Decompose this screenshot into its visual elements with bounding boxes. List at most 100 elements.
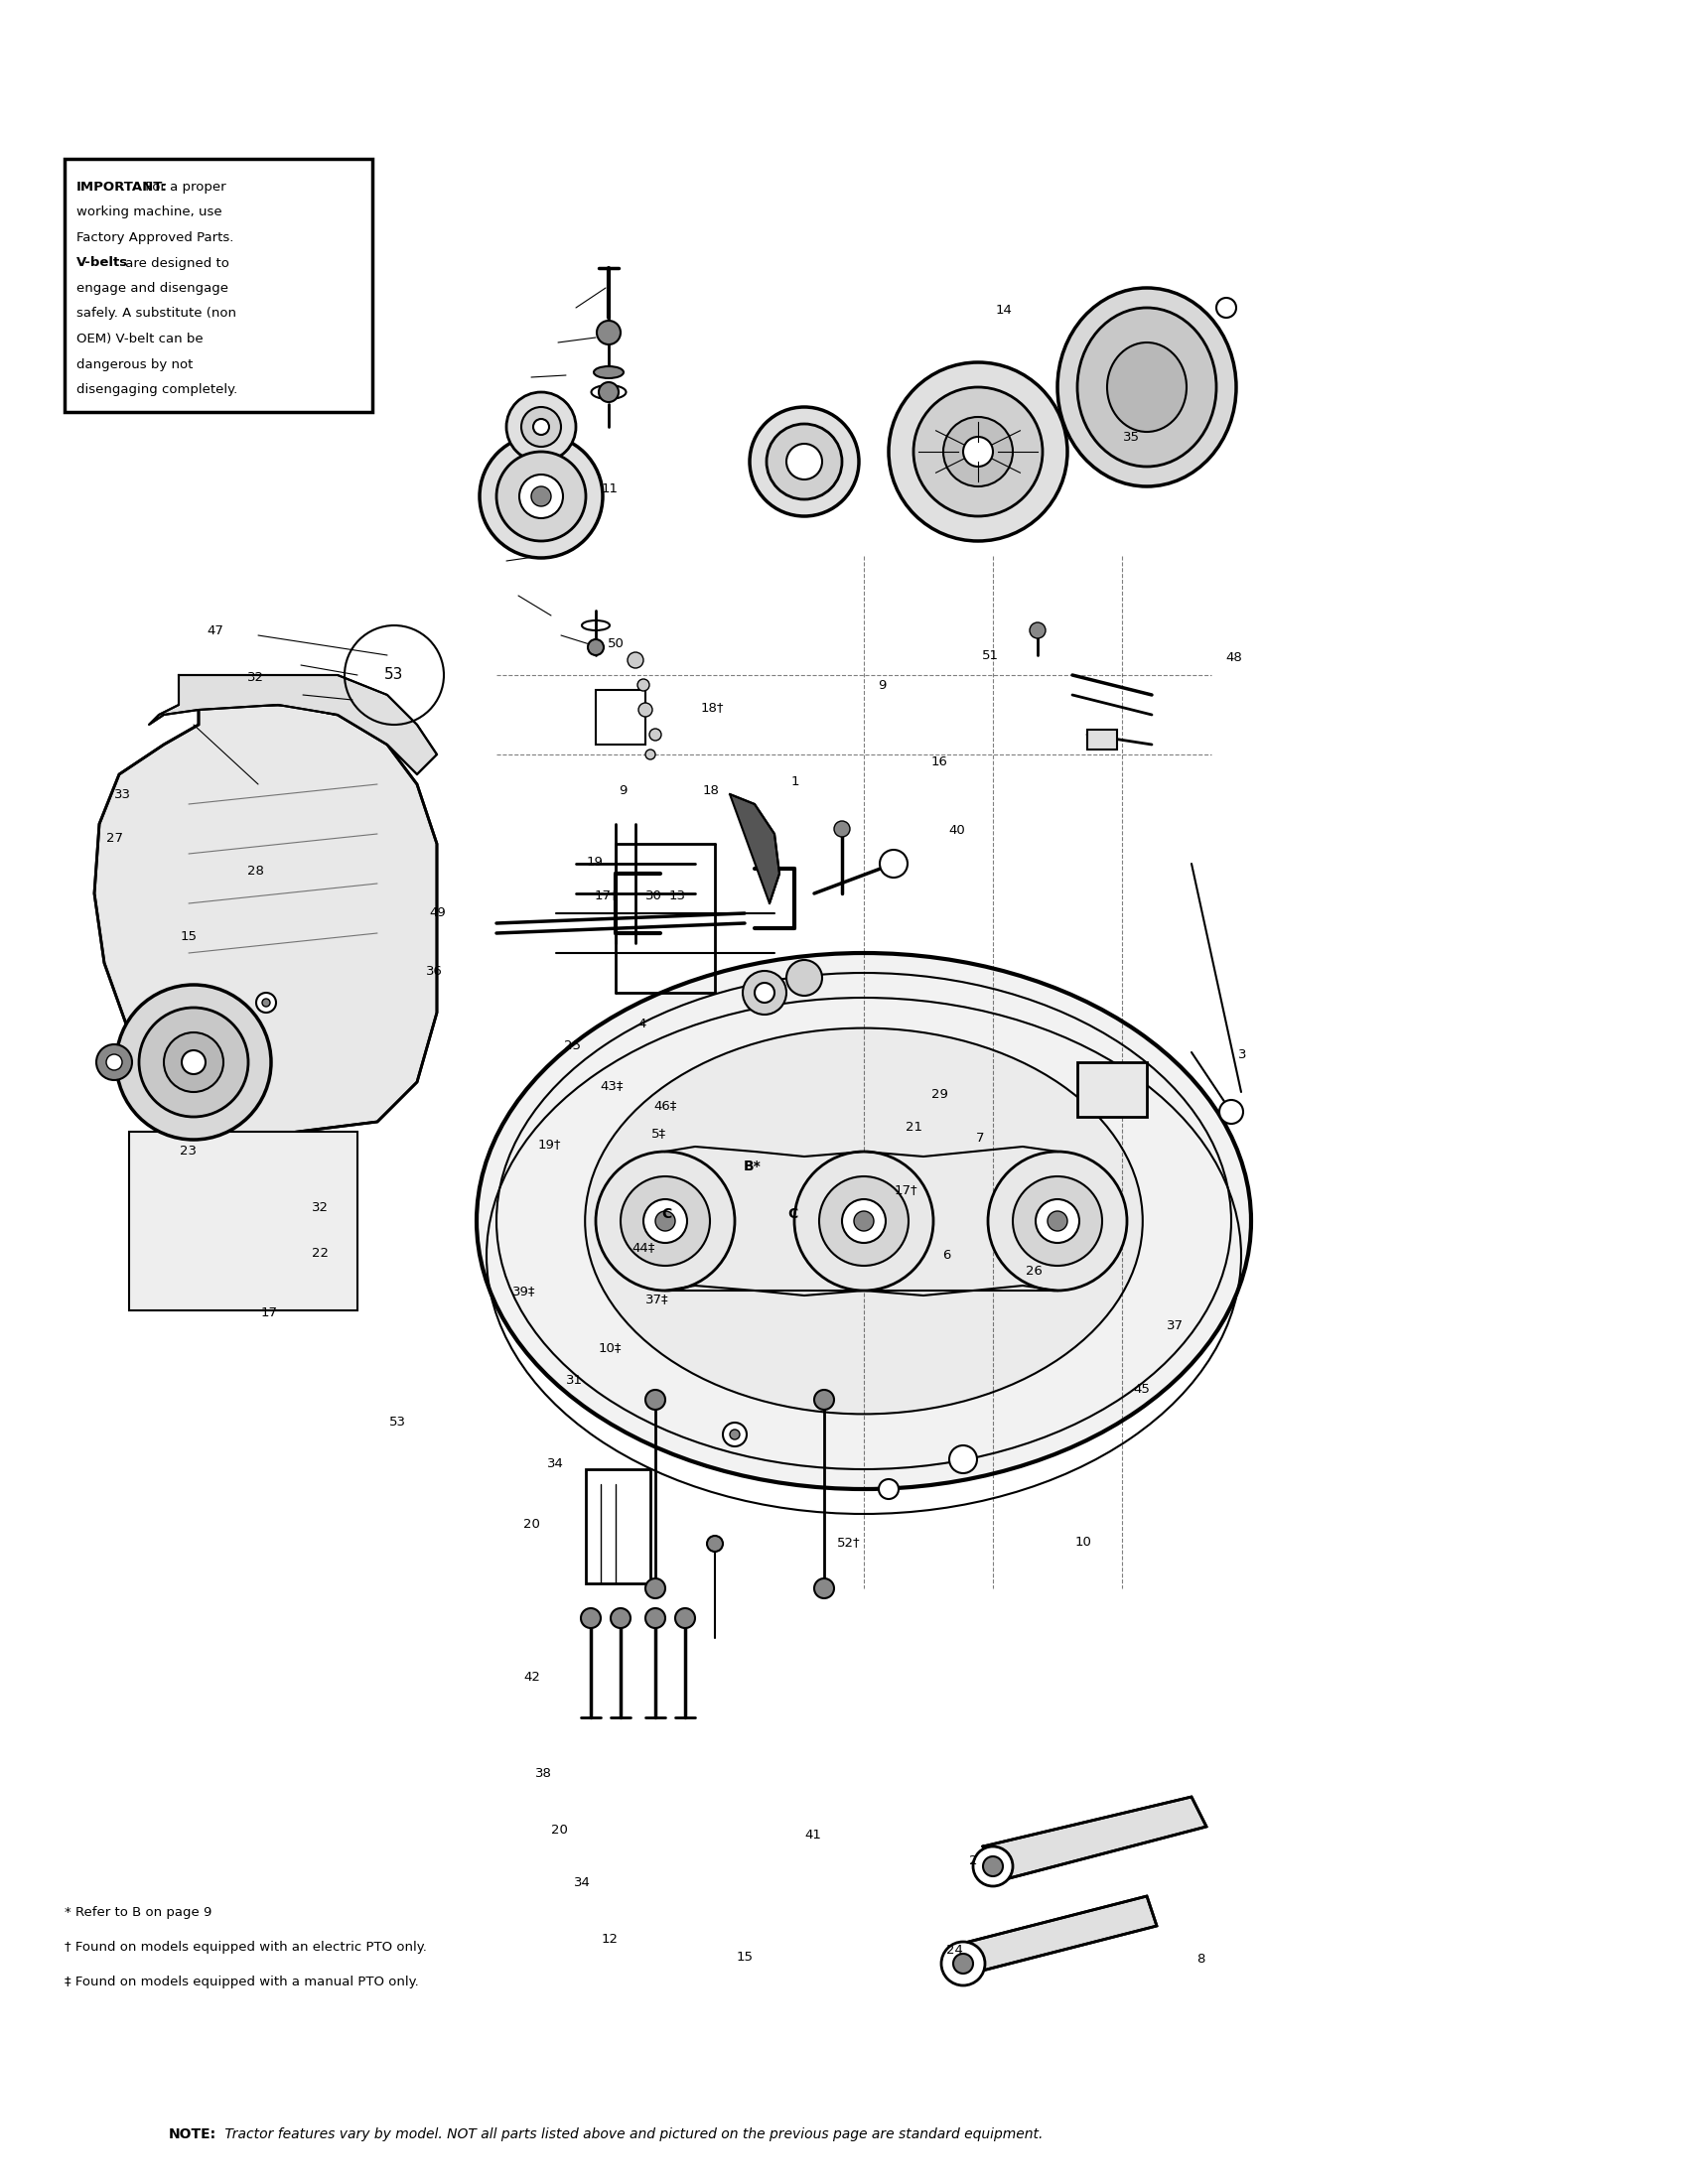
Circle shape [1012, 1177, 1101, 1267]
Circle shape [842, 1199, 886, 1243]
Text: 9: 9 [879, 679, 886, 692]
Circle shape [621, 1177, 711, 1267]
Circle shape [163, 1033, 224, 1092]
Circle shape [707, 1535, 722, 1551]
Text: 6: 6 [943, 1249, 950, 1262]
Polygon shape [729, 795, 780, 904]
Circle shape [588, 640, 603, 655]
Text: 19: 19 [586, 856, 603, 869]
Text: 49: 49 [429, 906, 446, 919]
Text: 20: 20 [551, 1824, 568, 1837]
Text: C: C [662, 1208, 672, 1221]
Circle shape [675, 1607, 695, 1627]
Text: Tractor features vary by model. NOT all parts listed above and pictured on the p: Tractor features vary by model. NOT all … [221, 2127, 1042, 2140]
Text: 35: 35 [1123, 430, 1140, 443]
Text: 8: 8 [1197, 1952, 1204, 1966]
Circle shape [645, 1389, 665, 1409]
Text: 9: 9 [620, 784, 626, 797]
Ellipse shape [1106, 343, 1187, 432]
Text: C: C [788, 1208, 798, 1221]
Text: 16: 16 [931, 756, 948, 769]
Text: 26: 26 [1026, 1265, 1042, 1278]
Polygon shape [94, 705, 436, 1142]
Circle shape [96, 1044, 131, 1081]
Circle shape [1029, 622, 1046, 638]
Text: For a proper: For a proper [141, 181, 226, 194]
Circle shape [650, 729, 662, 740]
Text: are designed to: are designed to [121, 258, 229, 269]
Text: 27: 27 [106, 832, 123, 845]
Text: 13: 13 [669, 889, 685, 902]
Circle shape [645, 749, 655, 760]
Text: 11: 11 [601, 483, 618, 496]
Text: working machine, use: working machine, use [76, 205, 222, 218]
Circle shape [1047, 1212, 1068, 1232]
Text: B*: B* [744, 1160, 761, 1173]
Text: 17†: 17† [894, 1184, 918, 1197]
Bar [64, 159, 372, 413]
Text: * Refer to B on page 9: * Refer to B on page 9 [64, 1907, 212, 1920]
Text: 18†: 18† [701, 701, 724, 714]
Text: 36: 36 [426, 965, 443, 978]
Ellipse shape [477, 952, 1251, 1489]
Text: 23: 23 [180, 1144, 197, 1158]
Circle shape [766, 424, 842, 500]
Polygon shape [983, 1797, 1206, 1880]
Text: 42: 42 [524, 1671, 541, 1684]
Circle shape [106, 1055, 123, 1070]
Circle shape [989, 1151, 1127, 1291]
Circle shape [596, 321, 621, 345]
Text: 1: 1 [790, 775, 800, 788]
Circle shape [813, 1389, 834, 1409]
Circle shape [786, 443, 822, 480]
Text: 30: 30 [645, 889, 662, 902]
Text: 53: 53 [384, 668, 404, 681]
Polygon shape [148, 675, 436, 775]
Circle shape [983, 1856, 1004, 1876]
Circle shape [943, 417, 1012, 487]
Text: 33: 33 [115, 788, 131, 802]
Circle shape [941, 1942, 985, 1985]
Text: 46‡: 46‡ [653, 1099, 677, 1112]
Text: 3: 3 [1238, 1048, 1248, 1061]
Text: 39‡: 39‡ [512, 1284, 536, 1297]
Text: 31: 31 [566, 1374, 583, 1387]
Text: 2: 2 [968, 1854, 978, 1867]
Circle shape [813, 1579, 834, 1599]
Circle shape [1219, 1101, 1243, 1125]
Text: 51: 51 [982, 649, 999, 662]
Text: 28: 28 [248, 865, 264, 878]
Circle shape [638, 703, 652, 716]
Text: dangerous by not: dangerous by not [76, 358, 194, 371]
Circle shape [628, 653, 643, 668]
Text: 44‡: 44‡ [632, 1241, 655, 1254]
Text: disengaging completely.: disengaging completely. [76, 382, 237, 395]
Text: 50: 50 [608, 638, 625, 651]
Polygon shape [953, 1896, 1157, 1977]
Circle shape [655, 1212, 675, 1232]
Circle shape [596, 1151, 734, 1291]
Circle shape [754, 983, 775, 1002]
Text: Factory Approved Parts.: Factory Approved Parts. [76, 232, 234, 245]
Text: 41: 41 [805, 1828, 822, 1841]
Text: 10: 10 [1074, 1535, 1091, 1548]
Circle shape [507, 393, 576, 461]
Text: V-belts: V-belts [76, 258, 128, 269]
Circle shape [889, 363, 1068, 542]
Circle shape [795, 1151, 933, 1291]
Text: 32: 32 [312, 1201, 328, 1214]
Circle shape [182, 1051, 205, 1075]
Text: NOTE:: NOTE: [168, 2127, 217, 2140]
Text: † Found on models equipped with an electric PTO only.: † Found on models equipped with an elect… [64, 1942, 426, 1955]
Circle shape [1036, 1199, 1079, 1243]
Circle shape [953, 1955, 973, 1974]
Text: 7: 7 [975, 1131, 985, 1144]
Text: 29: 29 [931, 1088, 948, 1101]
Text: 12: 12 [601, 1933, 618, 1946]
Text: 40: 40 [948, 823, 965, 836]
Text: 47: 47 [207, 625, 224, 638]
Text: 15: 15 [180, 930, 197, 943]
Circle shape [743, 972, 786, 1016]
Text: 15: 15 [736, 1950, 753, 1963]
Circle shape [834, 821, 850, 836]
